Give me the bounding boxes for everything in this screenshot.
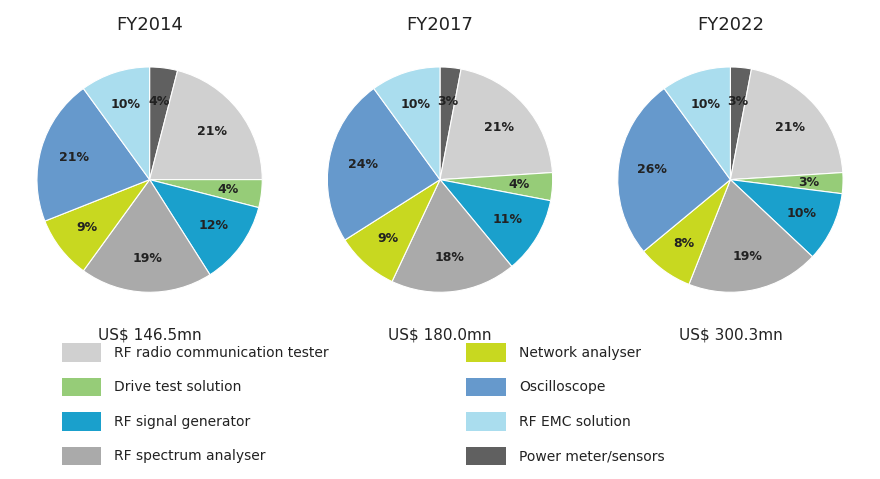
Wedge shape: [643, 180, 730, 285]
Wedge shape: [440, 172, 553, 201]
Wedge shape: [730, 69, 843, 180]
Text: 21%: 21%: [197, 125, 227, 138]
Text: Oscilloscope: Oscilloscope: [519, 380, 605, 394]
Text: 10%: 10%: [110, 98, 140, 111]
Wedge shape: [150, 180, 259, 275]
Text: 19%: 19%: [132, 252, 162, 265]
Text: 9%: 9%: [378, 232, 399, 245]
Wedge shape: [440, 69, 553, 180]
Text: 4%: 4%: [149, 95, 170, 108]
Wedge shape: [37, 89, 150, 221]
Text: 21%: 21%: [484, 121, 514, 134]
Wedge shape: [730, 180, 842, 257]
Text: 19%: 19%: [733, 250, 763, 263]
Wedge shape: [664, 67, 730, 180]
Wedge shape: [84, 67, 150, 180]
Text: Network analyser: Network analyser: [519, 345, 642, 360]
Wedge shape: [84, 180, 210, 292]
Text: 26%: 26%: [637, 163, 667, 176]
Wedge shape: [618, 89, 730, 251]
Text: US$ 300.3mn: US$ 300.3mn: [678, 328, 782, 342]
Wedge shape: [440, 67, 461, 180]
Text: Power meter/sensors: Power meter/sensors: [519, 449, 664, 463]
Text: 8%: 8%: [673, 237, 694, 250]
Title: FY2014: FY2014: [116, 16, 183, 34]
Wedge shape: [730, 172, 843, 194]
Wedge shape: [374, 67, 440, 180]
Text: 21%: 21%: [774, 121, 804, 134]
Text: 4%: 4%: [508, 178, 529, 191]
Text: Drive test solution: Drive test solution: [114, 380, 242, 394]
Text: 4%: 4%: [217, 183, 238, 196]
Wedge shape: [689, 180, 812, 292]
Text: 21%: 21%: [59, 151, 89, 164]
Title: FY2017: FY2017: [407, 16, 473, 34]
Bar: [466, 378, 506, 397]
Text: RF radio communication tester: RF radio communication tester: [114, 345, 329, 360]
Title: FY2022: FY2022: [697, 16, 764, 34]
Bar: [62, 446, 101, 466]
Bar: [466, 412, 506, 431]
Wedge shape: [150, 180, 262, 207]
Wedge shape: [327, 89, 440, 240]
Text: 3%: 3%: [799, 176, 820, 189]
Text: 10%: 10%: [691, 98, 721, 111]
Bar: [466, 343, 506, 362]
Bar: [62, 412, 101, 431]
Text: RF signal generator: RF signal generator: [114, 414, 251, 429]
Text: 11%: 11%: [493, 213, 523, 226]
Wedge shape: [150, 70, 262, 180]
Wedge shape: [730, 67, 752, 180]
Wedge shape: [440, 180, 551, 266]
Text: US$ 180.0mn: US$ 180.0mn: [388, 328, 492, 342]
Text: 9%: 9%: [77, 221, 98, 234]
Text: RF EMC solution: RF EMC solution: [519, 414, 631, 429]
Wedge shape: [392, 180, 512, 292]
Text: 24%: 24%: [348, 159, 378, 171]
Text: 10%: 10%: [787, 207, 817, 220]
Wedge shape: [345, 180, 440, 282]
Text: 3%: 3%: [727, 95, 748, 108]
Wedge shape: [150, 67, 178, 180]
Text: US$ 146.5mn: US$ 146.5mn: [98, 328, 202, 342]
Text: 3%: 3%: [436, 95, 458, 108]
Bar: [466, 446, 506, 466]
Text: RF spectrum analyser: RF spectrum analyser: [114, 449, 266, 463]
Text: 10%: 10%: [400, 98, 430, 111]
Wedge shape: [45, 180, 150, 271]
Bar: [62, 378, 101, 397]
Bar: [62, 343, 101, 362]
Text: 12%: 12%: [198, 219, 229, 232]
Text: 18%: 18%: [435, 251, 465, 264]
